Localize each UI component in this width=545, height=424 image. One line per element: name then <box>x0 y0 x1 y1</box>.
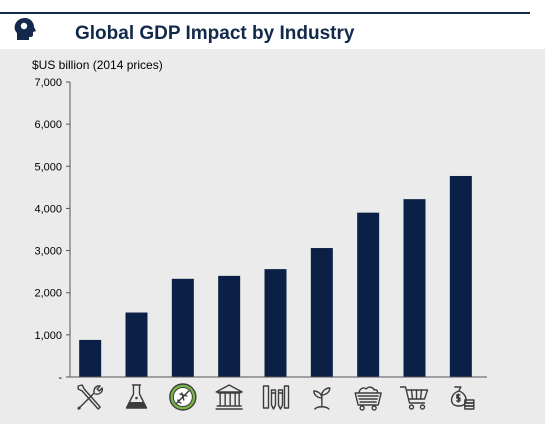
y-tick-label: 2,000 <box>34 288 62 300</box>
chart-title: Global GDP Impact by Industry <box>75 23 355 44</box>
y-tick-label: 4,000 <box>34 203 62 215</box>
bar <box>79 339 102 377</box>
mine-cart-icon <box>354 386 382 411</box>
category-icons <box>77 383 475 411</box>
bar <box>449 175 472 377</box>
sprout-icon <box>313 387 331 410</box>
y-axis-unit-label: $US billion (2014 prices) <box>32 58 163 72</box>
y-tick-label: 6,000 <box>34 119 62 131</box>
y-axis: - 1,000 2,000 3,000 4,000 5,000 6,000 7,000 <box>34 77 71 384</box>
bar <box>171 278 194 377</box>
bar <box>218 275 241 377</box>
bar <box>310 248 333 377</box>
y-tick-label: 3,000 <box>34 246 62 258</box>
silhouette-head-icon <box>14 18 36 40</box>
bar <box>264 269 287 377</box>
header-bar: Global GDP Impact by Industry <box>0 0 545 49</box>
y-tick-label: 7,000 <box>34 77 62 89</box>
y-tick-label: 5,000 <box>34 161 62 173</box>
shopping-cart-icon <box>399 386 429 410</box>
y-tick-label: 1,000 <box>34 330 62 342</box>
bars <box>79 175 472 377</box>
pencils-ruler-icon <box>262 385 290 410</box>
bank-building-icon <box>215 384 243 410</box>
header-rule <box>0 12 530 14</box>
bar <box>125 312 148 377</box>
bar <box>403 199 426 377</box>
money-bag-coins-icon <box>450 386 475 410</box>
bar <box>357 212 380 377</box>
wrench-screwdriver-icon <box>77 384 104 410</box>
airplane-badge-icon <box>169 383 197 411</box>
y-tick-label: - <box>58 372 62 384</box>
flask-icon <box>125 384 148 409</box>
